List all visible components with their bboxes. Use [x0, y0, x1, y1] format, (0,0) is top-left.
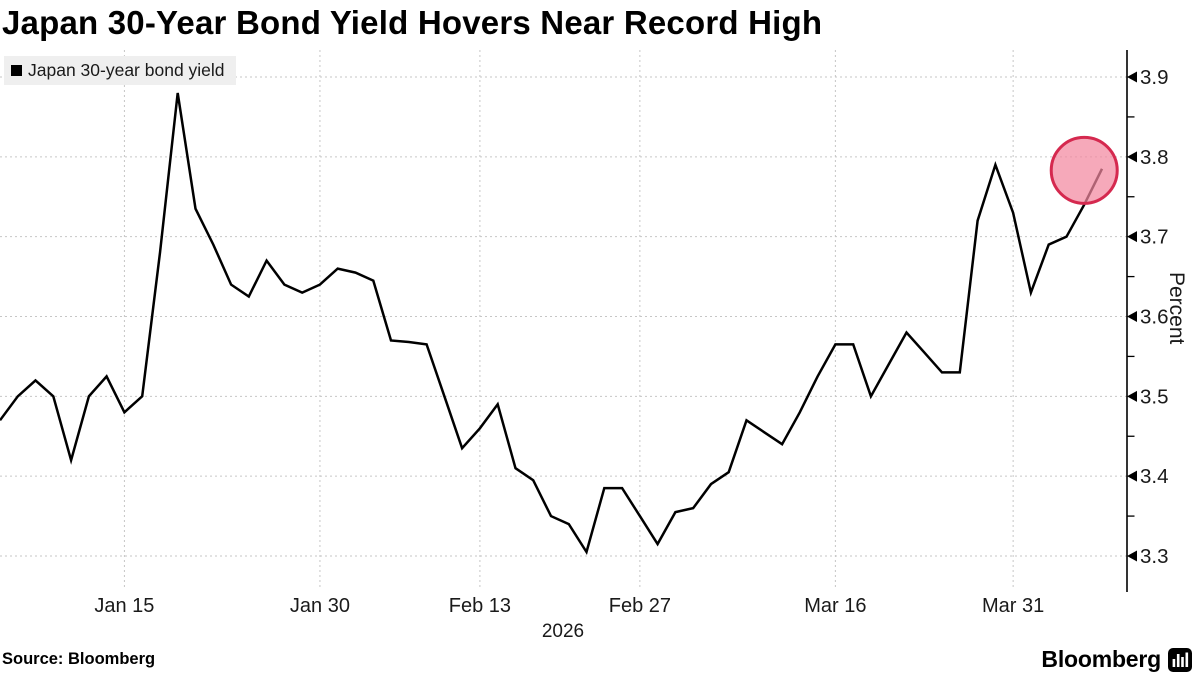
y-tick-label: 3.4	[1140, 465, 1169, 488]
y-major-tick-arrow	[1127, 311, 1137, 322]
bar-chart-icon	[1168, 647, 1192, 672]
x-tick-label: Mar 31	[982, 595, 1044, 617]
legend-series-marker-icon	[11, 65, 22, 76]
y-major-tick-arrow	[1127, 550, 1137, 562]
x-tick-label: Feb 13	[449, 595, 511, 617]
latest-value-highlight-circle	[1049, 135, 1119, 205]
chart-title: Japan 30-Year Bond Yield Hovers Near Rec…	[2, 4, 823, 41]
y-tick-label: 3.9	[1140, 66, 1169, 89]
y-tick-label: 3.6	[1140, 306, 1169, 329]
y-major-tick-arrow	[1127, 390, 1137, 402]
y-major-tick-arrow	[1127, 71, 1137, 83]
y-major-tick-arrow	[1127, 151, 1137, 163]
y-tick-label: 3.7	[1140, 226, 1169, 249]
y-tick-label: 3.5	[1140, 385, 1169, 408]
bloomberg-logo: Bloomberg	[1041, 646, 1192, 673]
x-tick-label: Jan 15	[94, 595, 154, 617]
y-axis-title: Percent	[1165, 272, 1188, 345]
y-major-tick-arrow	[1127, 470, 1137, 482]
y-tick-label: 3.3	[1140, 545, 1169, 568]
bloomberg-logo-text: Bloomberg	[1041, 646, 1161, 672]
y-major-tick-arrow	[1127, 231, 1137, 243]
y-tick-label: 3.8	[1140, 146, 1169, 169]
x-tick-label: Mar 16	[804, 595, 866, 617]
x-axis-year-label: 2026	[542, 621, 584, 642]
source-note: Source: Bloomberg	[2, 650, 156, 668]
legend: Japan 30-year bond yield	[4, 56, 236, 85]
yield-line-series	[0, 92, 1104, 556]
x-tick-label: Jan 30	[290, 595, 350, 617]
legend-series-label: Japan 30-year bond yield	[28, 60, 225, 80]
x-tick-label: Feb 27	[609, 595, 671, 617]
